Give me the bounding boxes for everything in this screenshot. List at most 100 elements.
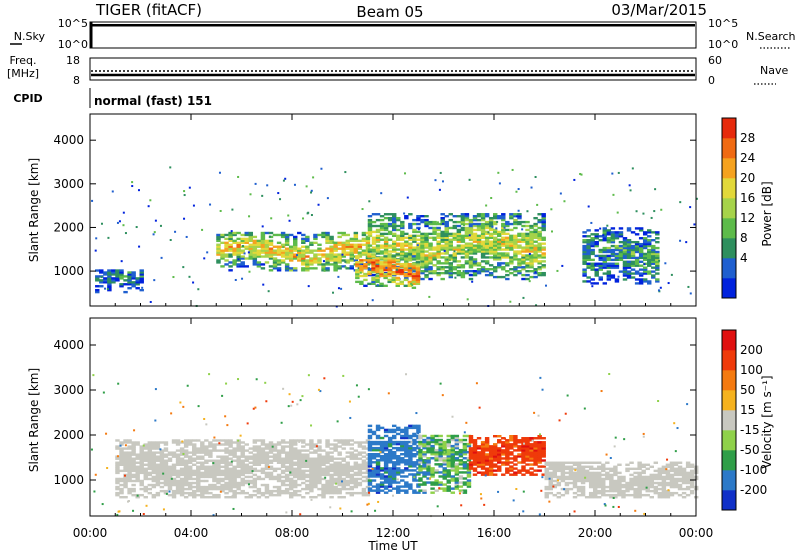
power-cell (452, 220, 458, 224)
power-cell (541, 216, 546, 220)
velocity-cell (367, 459, 373, 462)
power-cell (480, 256, 486, 259)
power-cell (284, 251, 290, 254)
velocity-cell (537, 437, 542, 440)
velocity-cell (175, 449, 181, 452)
velocity-cell (509, 461, 514, 464)
velocity-cell (309, 461, 314, 464)
velocity-cell (301, 457, 306, 460)
power-cell (448, 270, 453, 273)
y-tick-label: 2000 (53, 220, 84, 234)
power-cell (517, 213, 522, 216)
velocity-cell (446, 444, 451, 448)
power-cell (293, 255, 298, 258)
power-cell (488, 222, 494, 226)
power-cell (141, 286, 144, 289)
power-cell (492, 228, 498, 232)
power-cell (537, 218, 542, 222)
power-cell (408, 236, 413, 239)
velocity-cell (155, 465, 161, 469)
power-cell (521, 234, 526, 238)
power-cell (379, 215, 385, 218)
power-cell (476, 250, 482, 253)
velocity-cell (442, 477, 447, 480)
power-cell (497, 215, 502, 218)
power-cell (622, 244, 628, 248)
velocity-cell (204, 467, 209, 471)
velocity-cell (375, 453, 381, 456)
velocity-cell (333, 463, 338, 466)
power-cell (468, 222, 474, 226)
velocity-cell (613, 479, 618, 483)
power-cell (428, 295, 431, 298)
power-cell (280, 261, 286, 264)
power-cell (301, 251, 306, 254)
power-cell (525, 256, 530, 259)
power-cell (416, 215, 421, 218)
velocity-cell (621, 483, 626, 487)
power-cell (309, 267, 314, 270)
power-cell (325, 263, 330, 266)
velocity-cell (288, 461, 294, 464)
velocity-cell (151, 461, 157, 464)
velocity-cell (272, 457, 278, 460)
velocity-cell (224, 483, 229, 487)
power-cell (361, 237, 367, 241)
power-cell (622, 264, 628, 267)
power-cell (411, 266, 417, 270)
velocity-cell (621, 485, 626, 489)
velocity-cell (139, 447, 144, 450)
velocity-cell (537, 414, 540, 417)
power-cell (224, 253, 229, 256)
velocity-cell (621, 493, 626, 497)
power-cell (391, 228, 397, 232)
power-cell (248, 245, 254, 248)
velocity-cell (568, 467, 574, 471)
power-cell (505, 236, 510, 239)
power-cell (460, 252, 466, 255)
velocity-cell (533, 447, 538, 450)
velocity-cell (196, 483, 201, 487)
power-cell (371, 261, 376, 264)
power-cell (241, 277, 244, 280)
colorbar-swatch (722, 278, 736, 299)
power-cell (396, 236, 401, 239)
power-colorbar-label: Power [dB] (760, 181, 774, 246)
power-cell (305, 247, 310, 250)
velocity-cell (556, 467, 562, 471)
power-cell (232, 249, 237, 252)
velocity-cell (637, 487, 642, 491)
velocity-cell (677, 465, 683, 469)
power-cell (484, 250, 490, 253)
velocity-cell (653, 473, 659, 477)
power-cell (501, 236, 506, 239)
power-cell (436, 244, 441, 247)
velocity-cell (183, 449, 189, 452)
velocity-cell (232, 475, 237, 479)
velocity-cell (228, 473, 233, 477)
velocity-cell (523, 442, 526, 445)
velocity-cell (605, 471, 610, 475)
velocity-cell (115, 485, 120, 489)
velocity-cell (276, 455, 282, 458)
power-cell (375, 261, 380, 264)
velocity-cell (371, 432, 377, 436)
velocity-cell (280, 461, 286, 464)
power-cell (361, 249, 367, 252)
power-cell (488, 268, 494, 271)
colorbar-swatch (722, 178, 736, 199)
power-cell (237, 175, 240, 178)
power-cell (272, 259, 278, 262)
velocity-cell (492, 463, 498, 466)
velocity-cell (216, 471, 221, 475)
velocity-cell (248, 465, 254, 469)
velocity-cell (272, 477, 278, 481)
velocity-cell (492, 445, 498, 448)
velocity-cell (564, 461, 570, 464)
velocity-cell (216, 481, 221, 485)
velocity-cell (375, 434, 381, 438)
velocity-cell (476, 463, 482, 466)
velocity-cell (135, 495, 140, 499)
power-cell (497, 262, 502, 265)
power-cell (123, 275, 128, 278)
